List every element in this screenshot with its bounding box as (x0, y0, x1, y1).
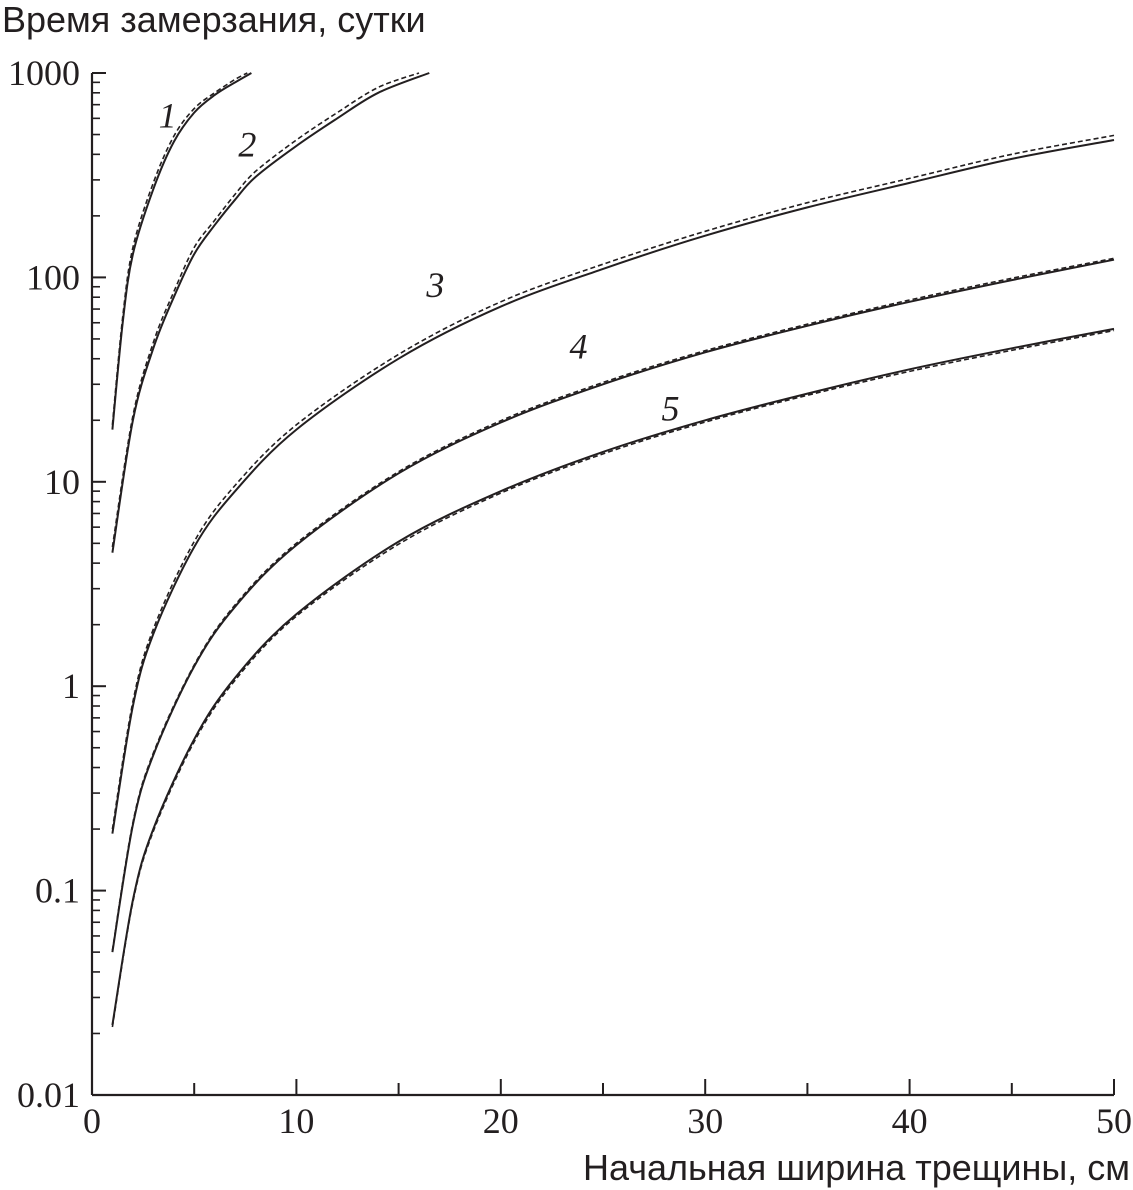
curve-3-solid (111, 139, 1115, 834)
y-tick-label: 0.01 (17, 1075, 80, 1115)
curve-label-4: 4 (569, 327, 587, 367)
axes (90, 73, 1114, 1097)
x-axis-ticks: 0 10 20 30 40 50 (83, 1079, 1132, 1141)
curve-4-solid (111, 258, 1115, 953)
x-tick-label: 10 (278, 1101, 314, 1141)
y-tick-label: 0.1 (35, 871, 80, 911)
curves (111, 72, 1115, 1028)
y-tick-label: 100 (26, 257, 80, 297)
curve-5-solid (111, 327, 1115, 1026)
y-tick-label: 1 (62, 666, 80, 706)
x-tick-label: 20 (483, 1101, 519, 1141)
y-tick-label: 1000 (8, 53, 80, 93)
curve-4-dashed (111, 257, 1115, 951)
curve-5-dashed (111, 329, 1115, 1028)
curve-1-dashed (111, 72, 248, 425)
curve-2-dashed (111, 72, 420, 548)
x-tick-label: 50 (1096, 1101, 1132, 1141)
x-tick-label: 40 (892, 1101, 928, 1141)
curve-3-dashed (111, 134, 1115, 830)
curve-label-3: 3 (425, 265, 444, 305)
y-axis-ticks: 0.01 0.1 1 10 100 1000 (8, 53, 106, 1115)
curve-2-solid (111, 72, 430, 553)
x-tick-label: 30 (687, 1101, 723, 1141)
curve-labels: 1 2 3 4 5 (159, 96, 680, 429)
curve-label-5: 5 (661, 388, 679, 428)
y-tick-label: 10 (44, 462, 80, 502)
x-axis-label: Начальная ширина трещины, см (583, 1147, 1130, 1188)
chart-title: Время замерзания, сутки (2, 0, 426, 40)
curve-label-1: 1 (159, 96, 177, 136)
curve-1-solid (111, 72, 252, 430)
curve-label-2: 2 (238, 125, 256, 165)
x-tick-label: 0 (83, 1101, 101, 1141)
